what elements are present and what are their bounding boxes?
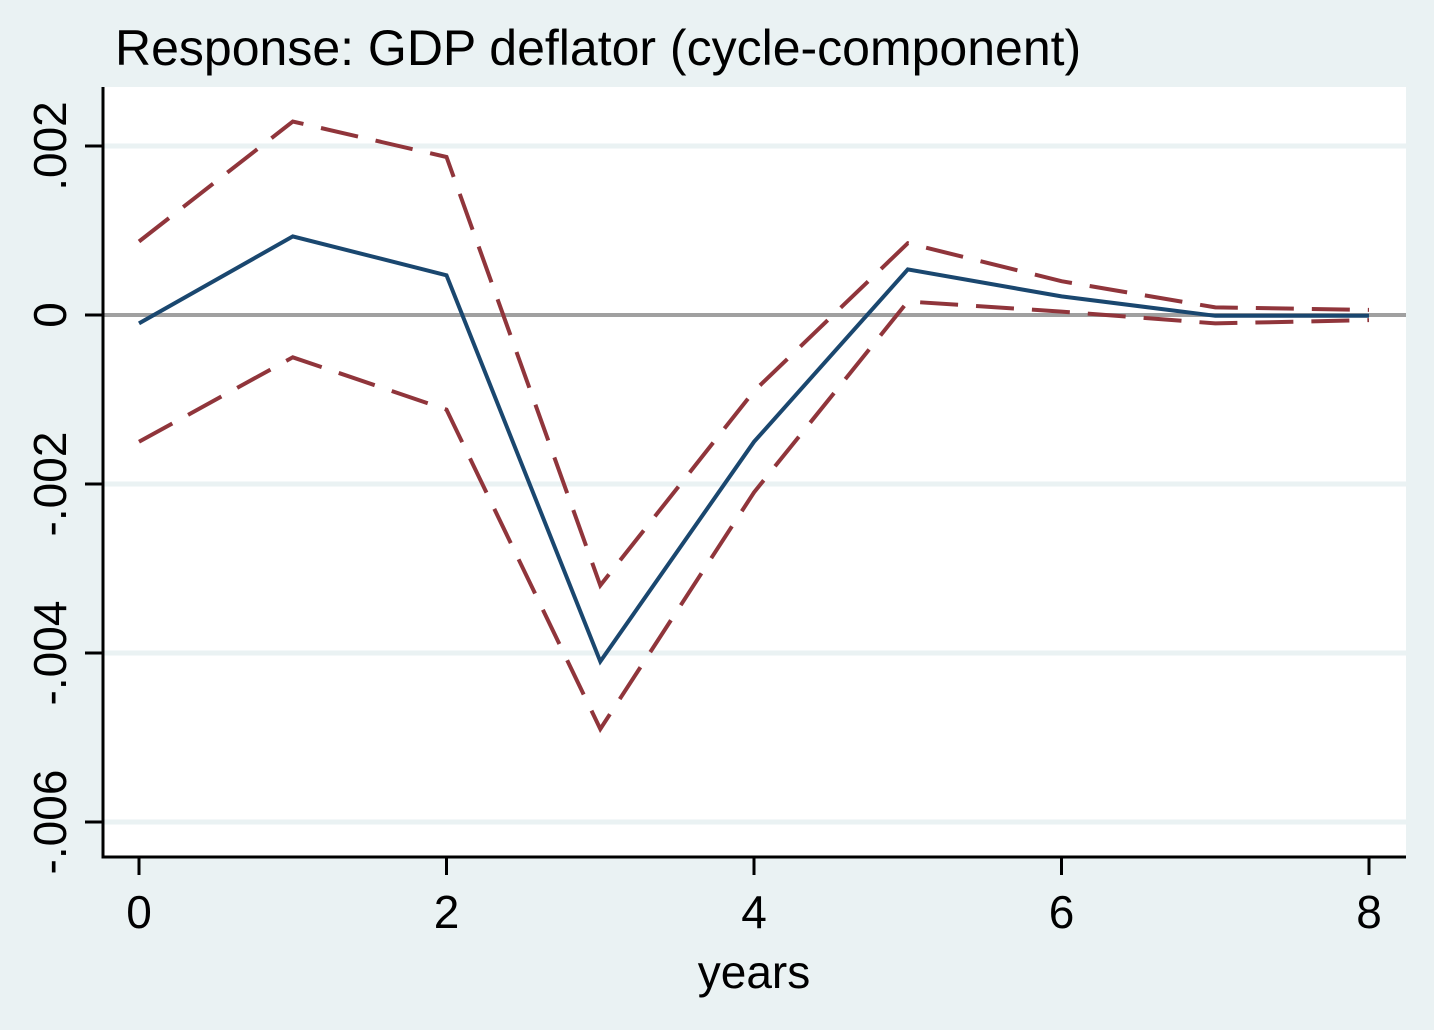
y-tick-label: .002: [24, 101, 76, 191]
plot-area: [103, 87, 1406, 857]
y-tick-label: -.002: [24, 432, 76, 537]
x-tick-label: 2: [434, 886, 460, 938]
y-tick-label: -.004: [24, 601, 76, 706]
y-tick-label: 0: [24, 302, 76, 328]
x-axis-ticks: 0 2 4 6 8: [126, 857, 1382, 938]
x-tick-label: 8: [1356, 886, 1382, 938]
chart-title: Response: GDP deflator (cycle-component): [115, 20, 1081, 76]
y-tick-label: -.006: [24, 770, 76, 875]
gridlines: [103, 143, 1406, 825]
series-line-estimate: [138, 234, 1369, 666]
series-group: [137, 119, 1370, 734]
series-line-lower-band: [138, 299, 1370, 734]
x-tick-label: 0: [126, 886, 152, 938]
series-line-upper-band: [137, 119, 1370, 590]
x-tick-label: 4: [741, 886, 767, 938]
y-axis-ticks: -.006 -.004 -.002 0 .002: [24, 101, 103, 874]
x-axis-title: years: [698, 946, 810, 998]
x-tick-label: 6: [1049, 886, 1075, 938]
